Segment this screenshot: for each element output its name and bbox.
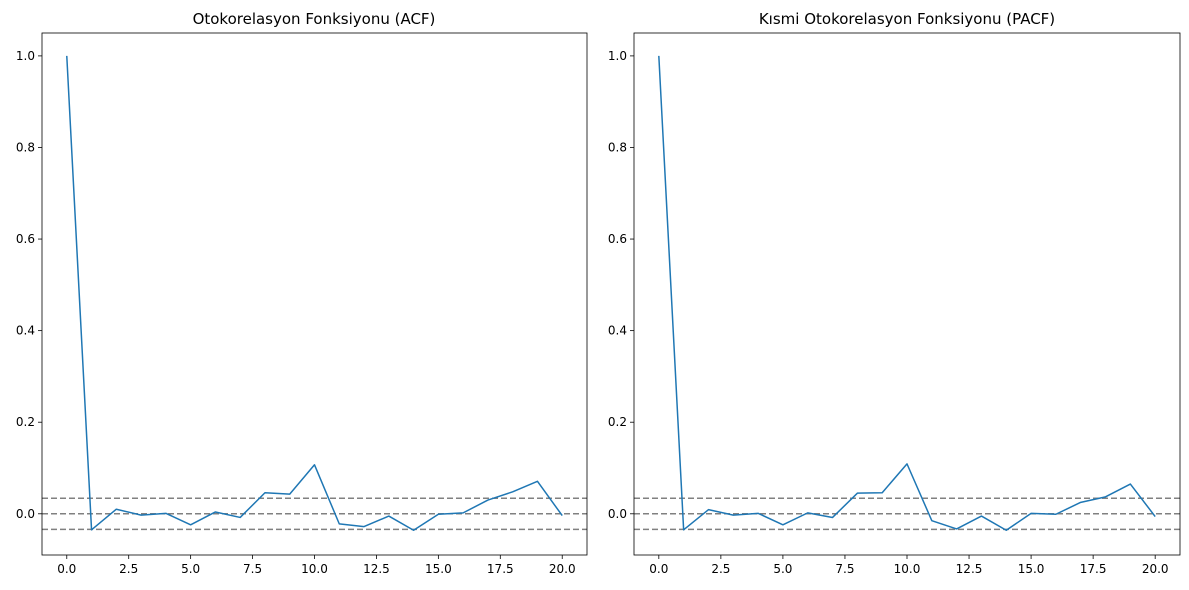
- x-tick-label-pacf-0: 0.0: [649, 562, 668, 576]
- y-tick-label-acf-0: 0.0: [16, 507, 35, 521]
- x-tick-label-pacf-2: 5.0: [773, 562, 792, 576]
- axes-frame-acf: [41, 32, 588, 556]
- series-line-acf: [66, 55, 563, 532]
- x-tick-label-pacf-8: 20.0: [1142, 562, 1169, 576]
- x-tick-label-pacf-6: 15.0: [1018, 562, 1045, 576]
- axes-frame-pacf: [633, 32, 1181, 556]
- subplot-acf: Otokorelasyon Fonksiyonu (ACF) 0.0 2.5 5.0…: [16, 10, 588, 576]
- y-tick-label-pacf-1: 0.2: [608, 415, 627, 429]
- y-tick-label-acf-1: 0.2: [16, 415, 35, 429]
- chart-title-acf: Otokorelasyon Fonksiyonu (ACF): [193, 10, 436, 28]
- x-tick-label-acf-5: 12.5: [363, 562, 390, 576]
- x-tick-label-acf-1: 2.5: [119, 562, 138, 576]
- y-tick-label-pacf-2: 0.4: [608, 324, 627, 338]
- x-tick-label-pacf-1: 2.5: [711, 562, 730, 576]
- series-line-pacf: [658, 55, 1156, 532]
- y-tick-label-acf-2: 0.4: [16, 324, 35, 338]
- x-tick-label-acf-3: 7.5: [243, 562, 262, 576]
- x-tick-label-acf-8: 20.0: [549, 562, 576, 576]
- x-tick-label-acf-6: 15.0: [425, 562, 452, 576]
- x-tick-label-acf-4: 10.0: [301, 562, 328, 576]
- plot-area-acf: 0.0 2.5 5.0 7.5 10.0 12.5 15.0 17.5 20.0 0.0 0.2 0.…: [16, 32, 588, 576]
- plot-area-pacf: 0.0 2.5 5.0 7.5 10.0 12.5 15.0 17.5 20.0 0.0 0.2 0.…: [608, 32, 1181, 576]
- x-tick-label-acf-7: 17.5: [487, 562, 514, 576]
- x-tick-label-pacf-4: 10.0: [894, 562, 921, 576]
- y-tick-label-acf-5: 1.0: [16, 49, 35, 63]
- y-tick-label-acf-3: 0.6: [16, 232, 35, 246]
- y-tick-label-pacf-3: 0.6: [608, 232, 627, 246]
- y-tick-label-acf-4: 0.8: [16, 140, 35, 154]
- chart-title-pacf: Kısmi Otokorelasyon Fonksiyonu (PACF): [759, 10, 1055, 28]
- x-tick-label-pacf-5: 12.5: [956, 562, 983, 576]
- x-tick-label-pacf-3: 7.5: [835, 562, 854, 576]
- x-tick-label-acf-0: 0.0: [57, 562, 76, 576]
- subplot-pacf: Kısmi Otokorelasyon Fonksiyonu (PACF) 0.…: [608, 10, 1181, 576]
- y-tick-label-pacf-5: 1.0: [608, 49, 627, 63]
- y-tick-label-pacf-0: 0.0: [608, 507, 627, 521]
- x-tick-label-pacf-7: 17.5: [1080, 562, 1107, 576]
- y-tick-label-pacf-4: 0.8: [608, 140, 627, 154]
- x-tick-label-acf-2: 5.0: [181, 562, 200, 576]
